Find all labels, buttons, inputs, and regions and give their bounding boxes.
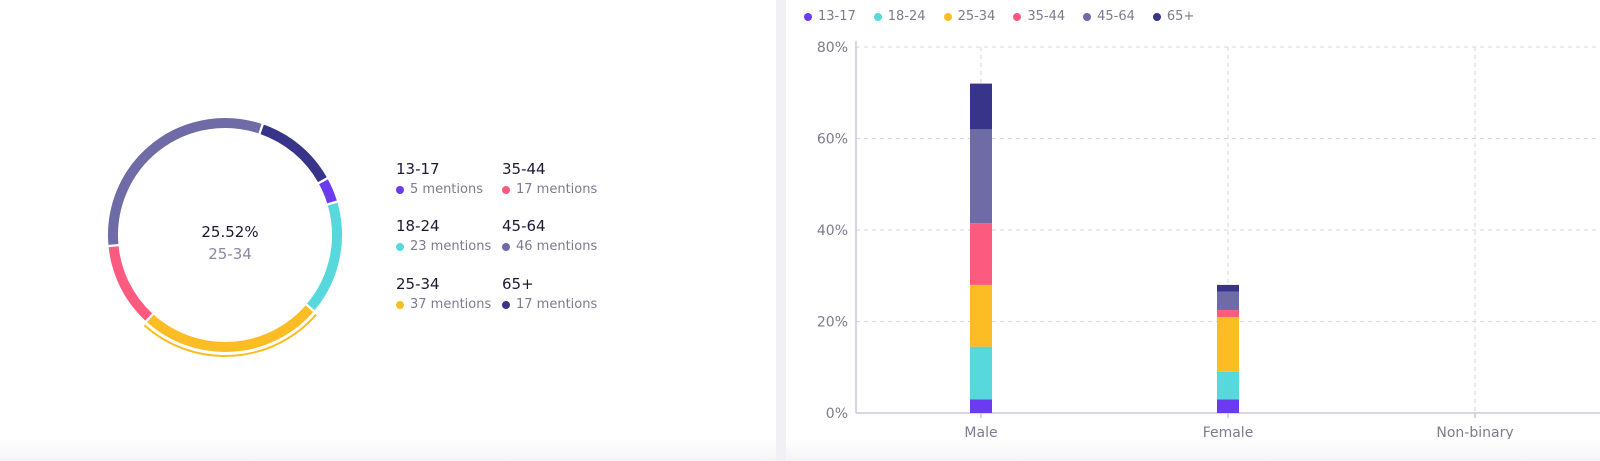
legend-dot-icon [396,185,404,194]
legend-dot-icon [873,12,882,21]
legend-dot-icon [502,185,510,194]
legend-dot-icon [1013,12,1022,21]
bar-segment-female-65plus[interactable] [1217,284,1239,292]
bar-legend-label: 18-24 [887,9,926,24]
donut-slice-65plus[interactable] [260,124,327,183]
donut-slice-25-34[interactable] [147,305,314,352]
legend-dot-icon [502,242,510,251]
age-donut-panel: 25.52% 25-34 13-17 5 mentions 18-24 23 ment… [0,0,776,461]
donut-slice-45-64[interactable] [108,118,262,245]
legend-age-label: 45-64 [502,217,546,235]
legend-mentions: 46 mentions [502,239,597,254]
bar-segment-male-18-24[interactable] [970,346,992,400]
donut-center-value: 25.52% [201,223,259,241]
y-tick-label: 20% [817,315,848,331]
bar-segment-female-35-44[interactable] [1217,310,1239,317]
legend-mentions-text: 17 mentions [516,182,598,197]
bar-segment-female-45-64[interactable] [1217,291,1239,311]
panel-divider [776,0,786,461]
bar-legend-item-18-24[interactable]: 18-24 [873,9,926,24]
legend-age-label: 13-17 [396,160,440,178]
legend-age-label: 65+ [502,275,534,293]
bar-segment-female-25-34[interactable] [1217,316,1239,372]
legend-dot-icon [502,300,510,309]
legend-dot-icon [943,12,952,21]
legend-dot-icon [1083,12,1092,21]
bar-legend-label: 25-34 [957,9,996,24]
donut-highlight-arc [143,313,317,357]
legend-age-label: 18-24 [396,217,440,235]
bar-legend-item-45-64[interactable]: 45-64 [1083,9,1135,24]
bar-legend-item-35-44[interactable]: 35-44 [1013,9,1065,24]
bar-segment-female-13-17[interactable] [1217,399,1239,413]
x-tick-label: Female [1203,425,1254,441]
bar-chart-legend: 13-17 18-24 25-34 35-44 45-64 65+ [804,9,1212,24]
x-tick-label: Non-binary [1436,425,1513,441]
donut-legend-item-18-24[interactable]: 18-24 23 mentions [396,217,491,254]
legend-mentions: 17 mentions [502,297,597,312]
bar-legend-label: 65+ [1166,9,1195,24]
bar-segment-male-13-17[interactable] [970,399,992,413]
bar-legend-item-65plus[interactable]: 65+ [1152,9,1195,24]
y-tick-label: 80% [817,40,848,56]
bar-segment-male-65plus[interactable] [970,83,992,130]
donut-slice-18-24[interactable] [307,202,342,311]
bar-legend-item-13-17[interactable]: 13-17 [804,9,856,24]
legend-dot-icon [396,242,404,251]
gender-bar-panel: 13-17 18-24 25-34 35-44 45-64 65+ 0% 20% 40% 60%… [786,0,1600,461]
bar-segment-male-45-64[interactable] [970,129,992,224]
bar-segment-female-18-24[interactable] [1217,371,1239,400]
gender-stacked-bar-chart: 0% 20% 40% 60% 80% Male Female Non-binary [817,40,1600,441]
donut-legend-item-13-17[interactable]: 13-17 5 mentions [396,160,483,197]
donut-center-label: 25-34 [208,245,252,263]
legend-age-label: 35-44 [502,160,546,178]
legend-dot-icon [396,300,404,309]
donut-legend-item-35-44[interactable]: 35-44 17 mentions [502,160,597,197]
legend-dot-icon [804,12,812,21]
bar-segment-male-35-44[interactable] [970,223,992,285]
bar-legend-item-25-34[interactable]: 25-34 [943,9,996,24]
bar-legend-label: 13-17 [818,9,856,24]
legend-mentions-text: 46 mentions [516,239,598,254]
legend-mentions-text: 5 mentions [410,182,483,197]
bar-segment-male-25-34[interactable] [970,284,992,347]
age-donut-chart [108,118,342,357]
donut-slice-35-44[interactable] [108,246,153,321]
x-tick-label: Male [964,425,997,441]
donut-legend-item-25-34[interactable]: 25-34 37 mentions [396,275,491,312]
legend-mentions: 17 mentions [502,182,597,197]
legend-dot-icon [1152,12,1161,21]
legend-mentions: 23 mentions [396,239,491,254]
legend-age-label: 25-34 [396,275,440,293]
y-tick-label: 0% [826,406,848,422]
donut-legend-item-65plus[interactable]: 65+ 17 mentions [502,275,597,312]
legend-mentions-text: 23 mentions [410,239,492,254]
legend-mentions-text: 17 mentions [516,297,598,312]
donut-legend-item-45-64[interactable]: 45-64 46 mentions [502,217,597,254]
y-tick-label: 40% [817,223,848,239]
legend-mentions: 5 mentions [396,182,483,197]
legend-mentions-text: 37 mentions [410,297,492,312]
bar-legend-label: 35-44 [1027,9,1066,24]
donut-slice-13-17[interactable] [319,179,337,204]
legend-mentions: 37 mentions [396,297,491,312]
y-tick-label: 60% [817,132,848,148]
bar-legend-label: 45-64 [1097,9,1135,24]
